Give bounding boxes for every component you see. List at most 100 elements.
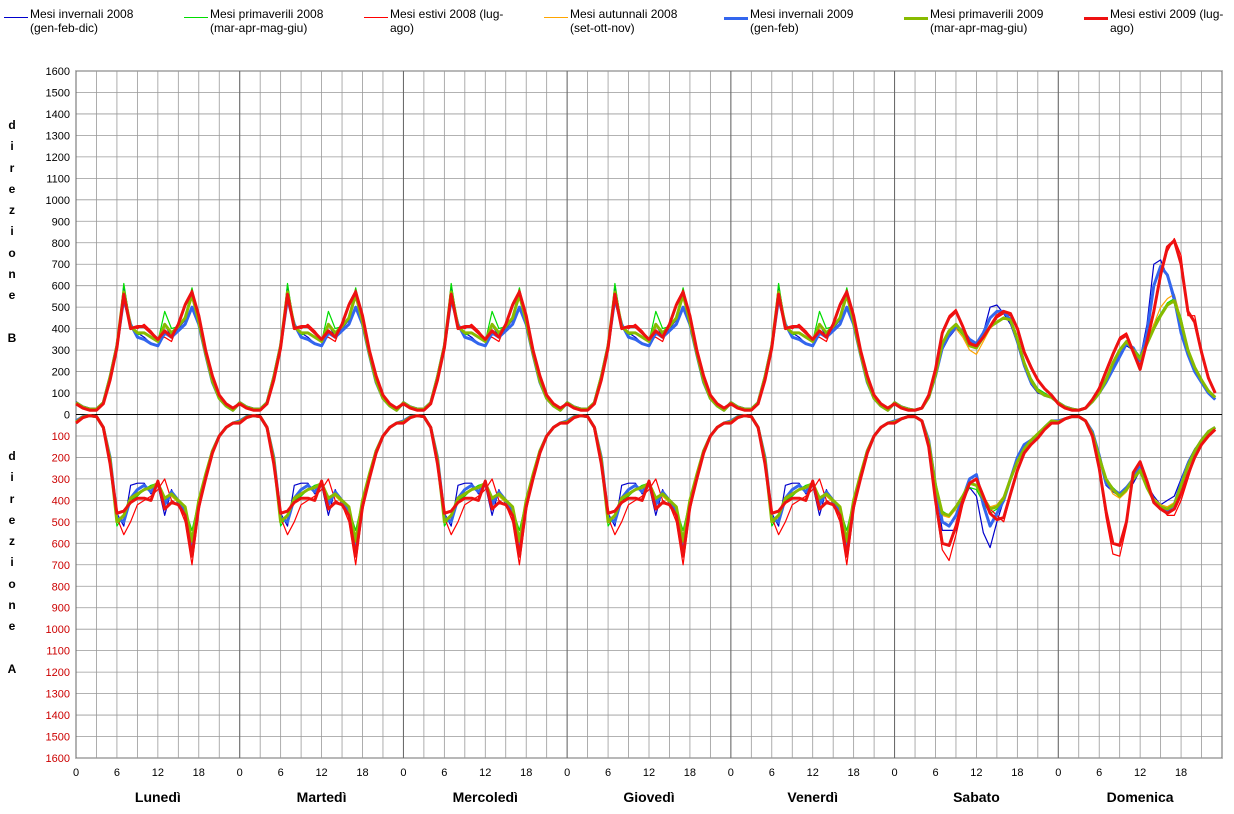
chart-legend: Mesi invernali 2008 (gen-feb-dic) Mesi pr… (0, 0, 1234, 66)
x-tick-label: 12 (807, 767, 819, 779)
day-label: Giovedì (623, 789, 674, 805)
axis-letter: i (10, 555, 14, 570)
day-label: Sabato (953, 789, 1000, 805)
y-tick-label-bottom: 200 (52, 452, 70, 464)
y-tick-label-bottom: 900 (52, 603, 70, 615)
axis-letter: n (8, 267, 16, 282)
y-axis: 0 100 200 300 400 500 600 700 800 900 1000 1100 1200… (46, 66, 70, 765)
x-tick-label: 12 (643, 767, 655, 779)
y-tick-label-top: 1100 (46, 173, 70, 185)
axis-letter: A (7, 661, 17, 676)
x-tick-label: 0 (564, 767, 570, 779)
legend-label: Mesi primaverili 2008 (mar-apr-mag-giu) (210, 7, 324, 35)
x-tick-label: 6 (114, 767, 120, 779)
x-tick-label: 6 (769, 767, 775, 779)
x-tick-label: 6 (441, 767, 447, 779)
y-tick-label-bottom: 600 (52, 538, 70, 550)
x-tick-label: 0 (237, 767, 243, 779)
y-tick-label-bottom: 800 (52, 581, 70, 593)
x-tick-label: 0 (1055, 767, 1061, 779)
y-tick-label-top: 1000 (46, 195, 70, 207)
y-tick-label-top: 1400 (46, 109, 70, 121)
x-tick-label: 12 (479, 767, 491, 779)
legend-swatch (4, 17, 28, 18)
y-tick-label-bottom: 1200 (46, 667, 70, 679)
y-tick-label-top: 400 (52, 324, 70, 336)
y-tick-label-bottom: 300 (52, 474, 70, 486)
y-tick-label-top: 200 (52, 367, 70, 379)
legend-swatch (364, 17, 388, 18)
series-line-7-b (75, 239, 1217, 412)
axis-letter: d (8, 118, 16, 132)
legend-swatch (724, 17, 748, 20)
y-tick-label-top: 100 (52, 388, 70, 400)
y-tick-label-bottom: 1500 (46, 732, 70, 744)
axis-letter: d (8, 449, 16, 463)
y-tick-label-bottom: 700 (52, 560, 70, 572)
x-tick-label: 18 (1011, 767, 1023, 779)
x-tick-label: 12 (1134, 767, 1146, 779)
legend-label: Mesi invernali 2009 (gen-feb) (750, 7, 854, 35)
x-tick-label: 18 (356, 767, 368, 779)
series-line-7-a (75, 414, 1217, 558)
y-tick-label-top: 900 (52, 216, 70, 228)
legend-swatch (1084, 17, 1108, 20)
day-label: Mercoledì (453, 789, 518, 805)
axis-letter: B (7, 330, 17, 345)
day-label: Martedì (297, 789, 347, 805)
legend-label: Mesi invernali 2008 (gen-feb-dic) (30, 7, 134, 35)
axis-letter: e (8, 512, 16, 527)
x-tick-label: 12 (970, 767, 982, 779)
x-tick-label: 6 (932, 767, 938, 779)
y-tick-label-top: 700 (52, 259, 70, 271)
axis-letter: r (9, 491, 15, 506)
legend-swatch (184, 17, 208, 18)
y-tick-label-top: 0 (64, 410, 70, 422)
y-tick-label-top: 600 (52, 281, 70, 293)
axis-letter: e (8, 619, 16, 634)
y-tick-label-bottom: 1600 (46, 753, 70, 765)
legend-swatch (904, 17, 928, 20)
x-tick-label: 18 (193, 767, 205, 779)
axis-letter: i (10, 139, 14, 154)
legend-label: Mesi estivi 2009 (lug-ago) (1110, 7, 1224, 35)
legend-swatch (544, 17, 568, 18)
x-tick-label: 12 (315, 767, 327, 779)
y-tick-label-bottom: 400 (52, 495, 70, 507)
x-tick-label: 12 (152, 767, 164, 779)
legend-label: Mesi autunnali 2008 (set-ott-nov) (570, 7, 678, 35)
y-tick-label-bottom: 1100 (46, 646, 70, 658)
x-tick-label: 18 (684, 767, 696, 779)
x-tick-label: 18 (848, 767, 860, 779)
y-tick-label-top: 800 (52, 238, 70, 250)
x-tick-label: 18 (520, 767, 532, 779)
axis-letter: i (10, 470, 14, 485)
axis-letter: e (8, 288, 16, 303)
axis-letter: e (8, 181, 16, 196)
y-tick-label-top: 1200 (46, 152, 70, 164)
axis-letter: z (9, 534, 15, 549)
axis-letter: z (9, 203, 15, 218)
series-lines (75, 237, 1217, 566)
y-tick-label-top: 500 (52, 302, 70, 314)
axis-letter: n (8, 598, 16, 613)
axis-letter: r (9, 160, 15, 175)
y-tick-label-top: 300 (52, 345, 70, 357)
y-tick-label-bottom: 100 (52, 431, 70, 443)
x-tick-label: 0 (73, 767, 79, 779)
day-label: Domenica (1107, 789, 1174, 805)
y-tick-label-top: 1300 (46, 130, 70, 142)
y-tick-label-bottom: 1000 (46, 624, 70, 636)
axis-letter: o (8, 576, 16, 591)
legend-label: Mesi estivi 2008 (lug-ago) (390, 7, 504, 35)
axis-letter: i (10, 224, 14, 239)
x-tick-label: 0 (892, 767, 898, 779)
x-tick-label: 6 (278, 767, 284, 779)
x-tick-label: 18 (1175, 767, 1187, 779)
y-tick-label-top: 1600 (46, 66, 70, 78)
